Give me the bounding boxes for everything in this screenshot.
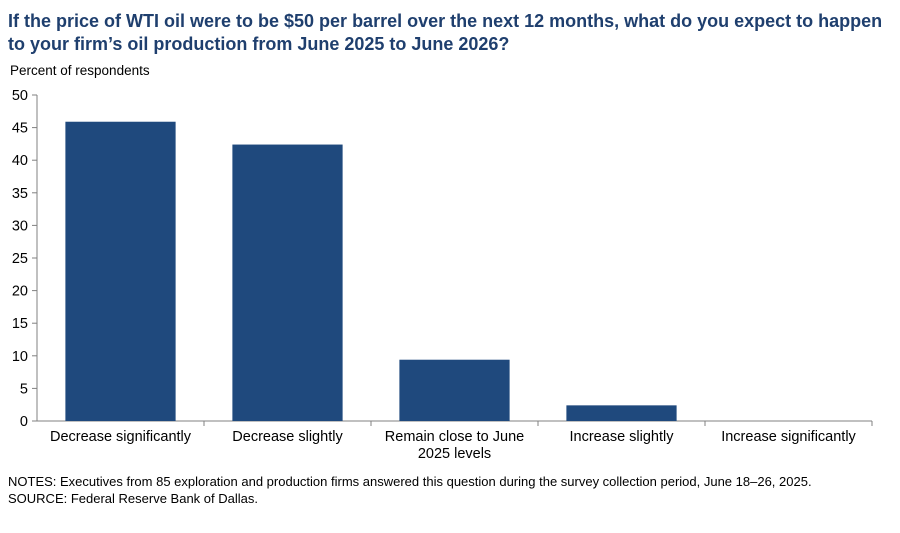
x-tick-label: Decrease significantly: [50, 429, 192, 445]
bar: [399, 359, 510, 421]
y-axis-label: Percent of respondents: [10, 63, 150, 78]
bar-chart: 0 5 10 15 20 25 30 35 40 45 50 Decrease significant…: [12, 88, 873, 462]
y-tick-label: 30: [12, 218, 28, 234]
footnotes: NOTES: Executives from 85 exploration an…: [8, 473, 888, 507]
x-tick-label: Remain close to June 2025 levels: [385, 429, 524, 462]
bar: [65, 121, 176, 422]
bar: [232, 144, 343, 421]
x-tick-label: Decrease slightly: [232, 429, 343, 445]
y-tick-label: 20: [12, 284, 28, 300]
y-tick-label: 50: [12, 88, 28, 104]
source-text: SOURCE: Federal Reserve Bank of Dallas.: [8, 491, 258, 506]
notes-text: NOTES: Executives from 85 exploration an…: [8, 474, 812, 489]
y-tick-label: 40: [12, 153, 28, 169]
y-tick-label: 5: [20, 381, 28, 397]
y-tick-label: 35: [12, 186, 28, 202]
y-tick-label: 10: [12, 349, 28, 365]
bar: [566, 405, 677, 421]
y-tick-label: 15: [12, 316, 28, 332]
x-tick-label: Increase slightly: [570, 429, 675, 445]
y-tick-label: 25: [12, 251, 28, 267]
y-tick-label: 0: [20, 414, 28, 430]
y-tick-label: 45: [12, 121, 28, 137]
x-tick-label: Increase significantly: [721, 429, 856, 445]
chart-title: If the price of WTI oil were to be $50 p…: [8, 11, 883, 54]
